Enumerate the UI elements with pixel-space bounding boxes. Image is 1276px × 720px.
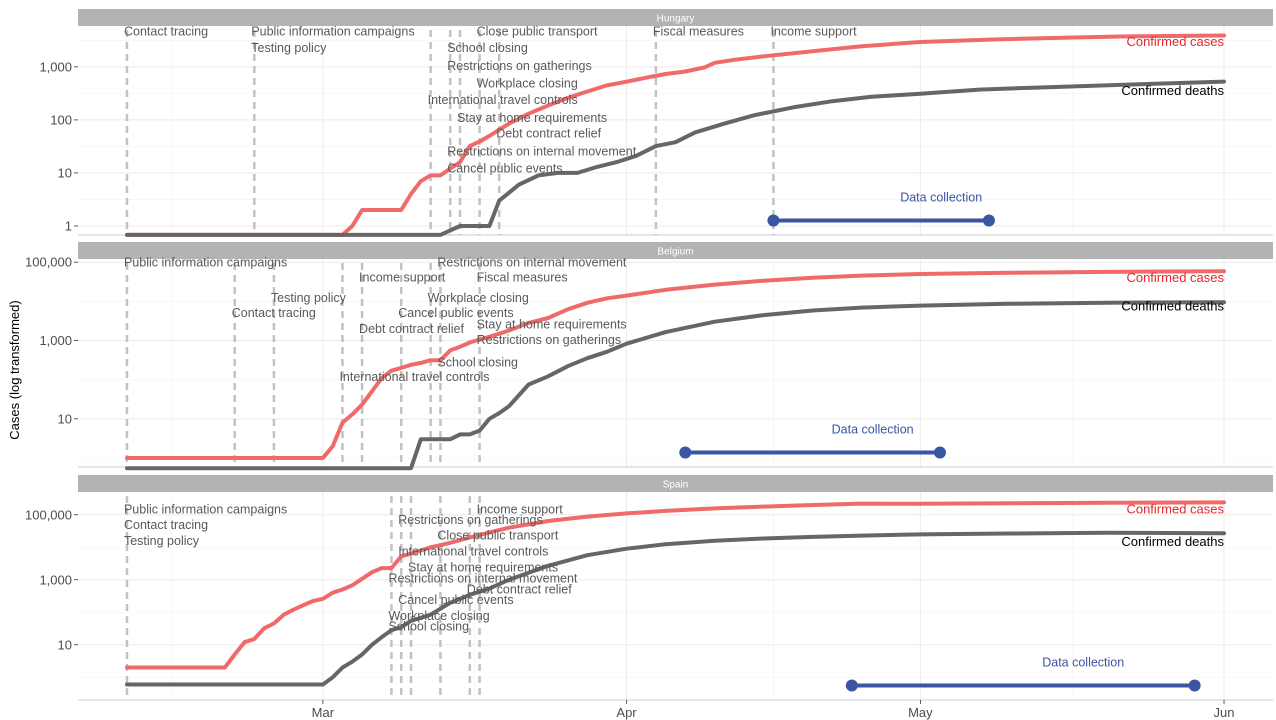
data-collection-end-point bbox=[982, 214, 995, 227]
policy-label: International travel controls bbox=[398, 544, 548, 558]
panel-belgium: Belgium 10 1,000 100,000 Public information … bbox=[25, 242, 1273, 471]
data-collection-label: Data collection bbox=[900, 191, 982, 205]
series-label-cases: Confirmed cases bbox=[1126, 34, 1224, 49]
policy-label: Workplace closing bbox=[477, 76, 578, 90]
series-label-cases: Confirmed cases bbox=[1126, 270, 1224, 285]
strip-label: Belgium bbox=[657, 247, 693, 258]
policy-label: Contact tracing bbox=[124, 518, 208, 532]
policy-label: Cancel public events bbox=[398, 306, 513, 320]
policy-label: Restrictions on gatherings bbox=[447, 59, 592, 73]
policy-label: Workplace closing bbox=[428, 291, 529, 305]
x-tick-label: Apr bbox=[616, 705, 637, 720]
strip-label: Hungary bbox=[657, 14, 695, 25]
data-collection-start-point bbox=[679, 446, 692, 459]
policy-label: Public information campaigns bbox=[124, 256, 287, 270]
series-label-cases: Confirmed cases bbox=[1126, 502, 1224, 517]
policy-label: Contact tracing bbox=[124, 25, 208, 39]
policy-label: Public information campaigns bbox=[124, 503, 287, 517]
data-collection-start-point bbox=[767, 214, 780, 227]
series-line-cases bbox=[125, 500, 1226, 670]
y-tick-label: 100 bbox=[50, 112, 72, 127]
policy-label: International travel controls bbox=[428, 93, 578, 107]
data-collection-end-point bbox=[1188, 679, 1201, 692]
y-tick-label: 100,000 bbox=[25, 255, 72, 270]
series-line-deaths bbox=[125, 300, 1226, 471]
strip-label: Spain bbox=[663, 480, 689, 491]
policy-label: Income support bbox=[359, 270, 446, 284]
strip bbox=[78, 475, 1273, 492]
panel-spain: Spain 10 1,000 100,000 Public information ca… bbox=[25, 475, 1273, 701]
policy-label: Testing policy bbox=[251, 41, 327, 55]
x-tick-label: May bbox=[908, 705, 933, 720]
x-tick-label: Mar bbox=[312, 705, 335, 720]
policy-label: Close public transport bbox=[477, 25, 598, 39]
y-tick-label: 10 bbox=[58, 165, 72, 180]
y-tick-label: 100,000 bbox=[25, 507, 72, 522]
y-tick-label: 10 bbox=[58, 411, 72, 426]
strip bbox=[78, 9, 1273, 26]
policy-label: Contact tracing bbox=[232, 306, 316, 320]
y-tick-label: 1,000 bbox=[39, 333, 72, 348]
policy-label: International travel controls bbox=[339, 370, 489, 384]
policy-label: Stay at home requirements bbox=[477, 318, 627, 332]
policy-label: Restrictions on gatherings bbox=[477, 333, 622, 347]
y-tick-label: 1,000 bbox=[39, 59, 72, 74]
policy-label: School closing bbox=[388, 619, 469, 633]
y-tick-label: 1 bbox=[65, 218, 72, 233]
strip bbox=[78, 242, 1273, 259]
policy-label: Close public transport bbox=[437, 528, 558, 542]
policy-label: Workplace closing bbox=[388, 609, 489, 623]
policy-label: Public information campaigns bbox=[251, 25, 414, 39]
y-axis-title: Cases (log transformed) bbox=[7, 300, 22, 439]
data-collection-label: Data collection bbox=[1042, 656, 1124, 670]
policy-label: Debt contract relief bbox=[467, 582, 572, 596]
policy-label: Restrictions on gatherings bbox=[398, 513, 543, 527]
policy-label: Fiscal measures bbox=[653, 25, 744, 39]
policy-label: Testing policy bbox=[271, 291, 347, 305]
series-line-deaths bbox=[125, 79, 1226, 237]
panel-hungary: Hungary 1 10 100 1,000 Contact tracing Public … bbox=[39, 9, 1273, 237]
series-label-deaths: Confirmed deaths bbox=[1121, 534, 1224, 549]
policy-label: Restrictions on internal movement bbox=[437, 256, 626, 270]
policy-label: Fiscal measures bbox=[477, 270, 568, 284]
x-tick-label: Jun bbox=[1214, 705, 1235, 720]
series-line-deaths bbox=[125, 530, 1226, 687]
series-line-cases bbox=[125, 269, 1226, 460]
y-tick-label: 1,000 bbox=[39, 572, 72, 587]
data-collection-start-point bbox=[845, 679, 858, 692]
series-label-deaths: Confirmed deaths bbox=[1121, 299, 1224, 314]
policy-label: Cancel public events bbox=[447, 161, 562, 175]
policy-label: School closing bbox=[447, 41, 528, 55]
policy-label: Testing policy bbox=[124, 534, 200, 548]
policy-label: Income support bbox=[770, 25, 857, 39]
policy-label: Debt contract relief bbox=[359, 322, 464, 336]
y-tick-label: 10 bbox=[58, 637, 72, 652]
policy-label: Restrictions on internal movement bbox=[388, 571, 577, 585]
policy-label: Stay at home requirements bbox=[408, 560, 558, 574]
data-collection-end-point bbox=[933, 446, 946, 459]
policy-label: Debt contract relief bbox=[496, 127, 601, 141]
policy-label: Cancel public events bbox=[398, 593, 513, 607]
policy-label: Restrictions on internal movement bbox=[447, 144, 636, 158]
policy-label: School closing bbox=[437, 356, 518, 370]
series-line-cases bbox=[125, 33, 1226, 237]
policy-label: Income support bbox=[477, 503, 564, 517]
data-collection-label: Data collection bbox=[832, 423, 914, 437]
policy-label: Stay at home requirements bbox=[457, 111, 607, 125]
series-label-deaths: Confirmed deaths bbox=[1121, 83, 1224, 98]
